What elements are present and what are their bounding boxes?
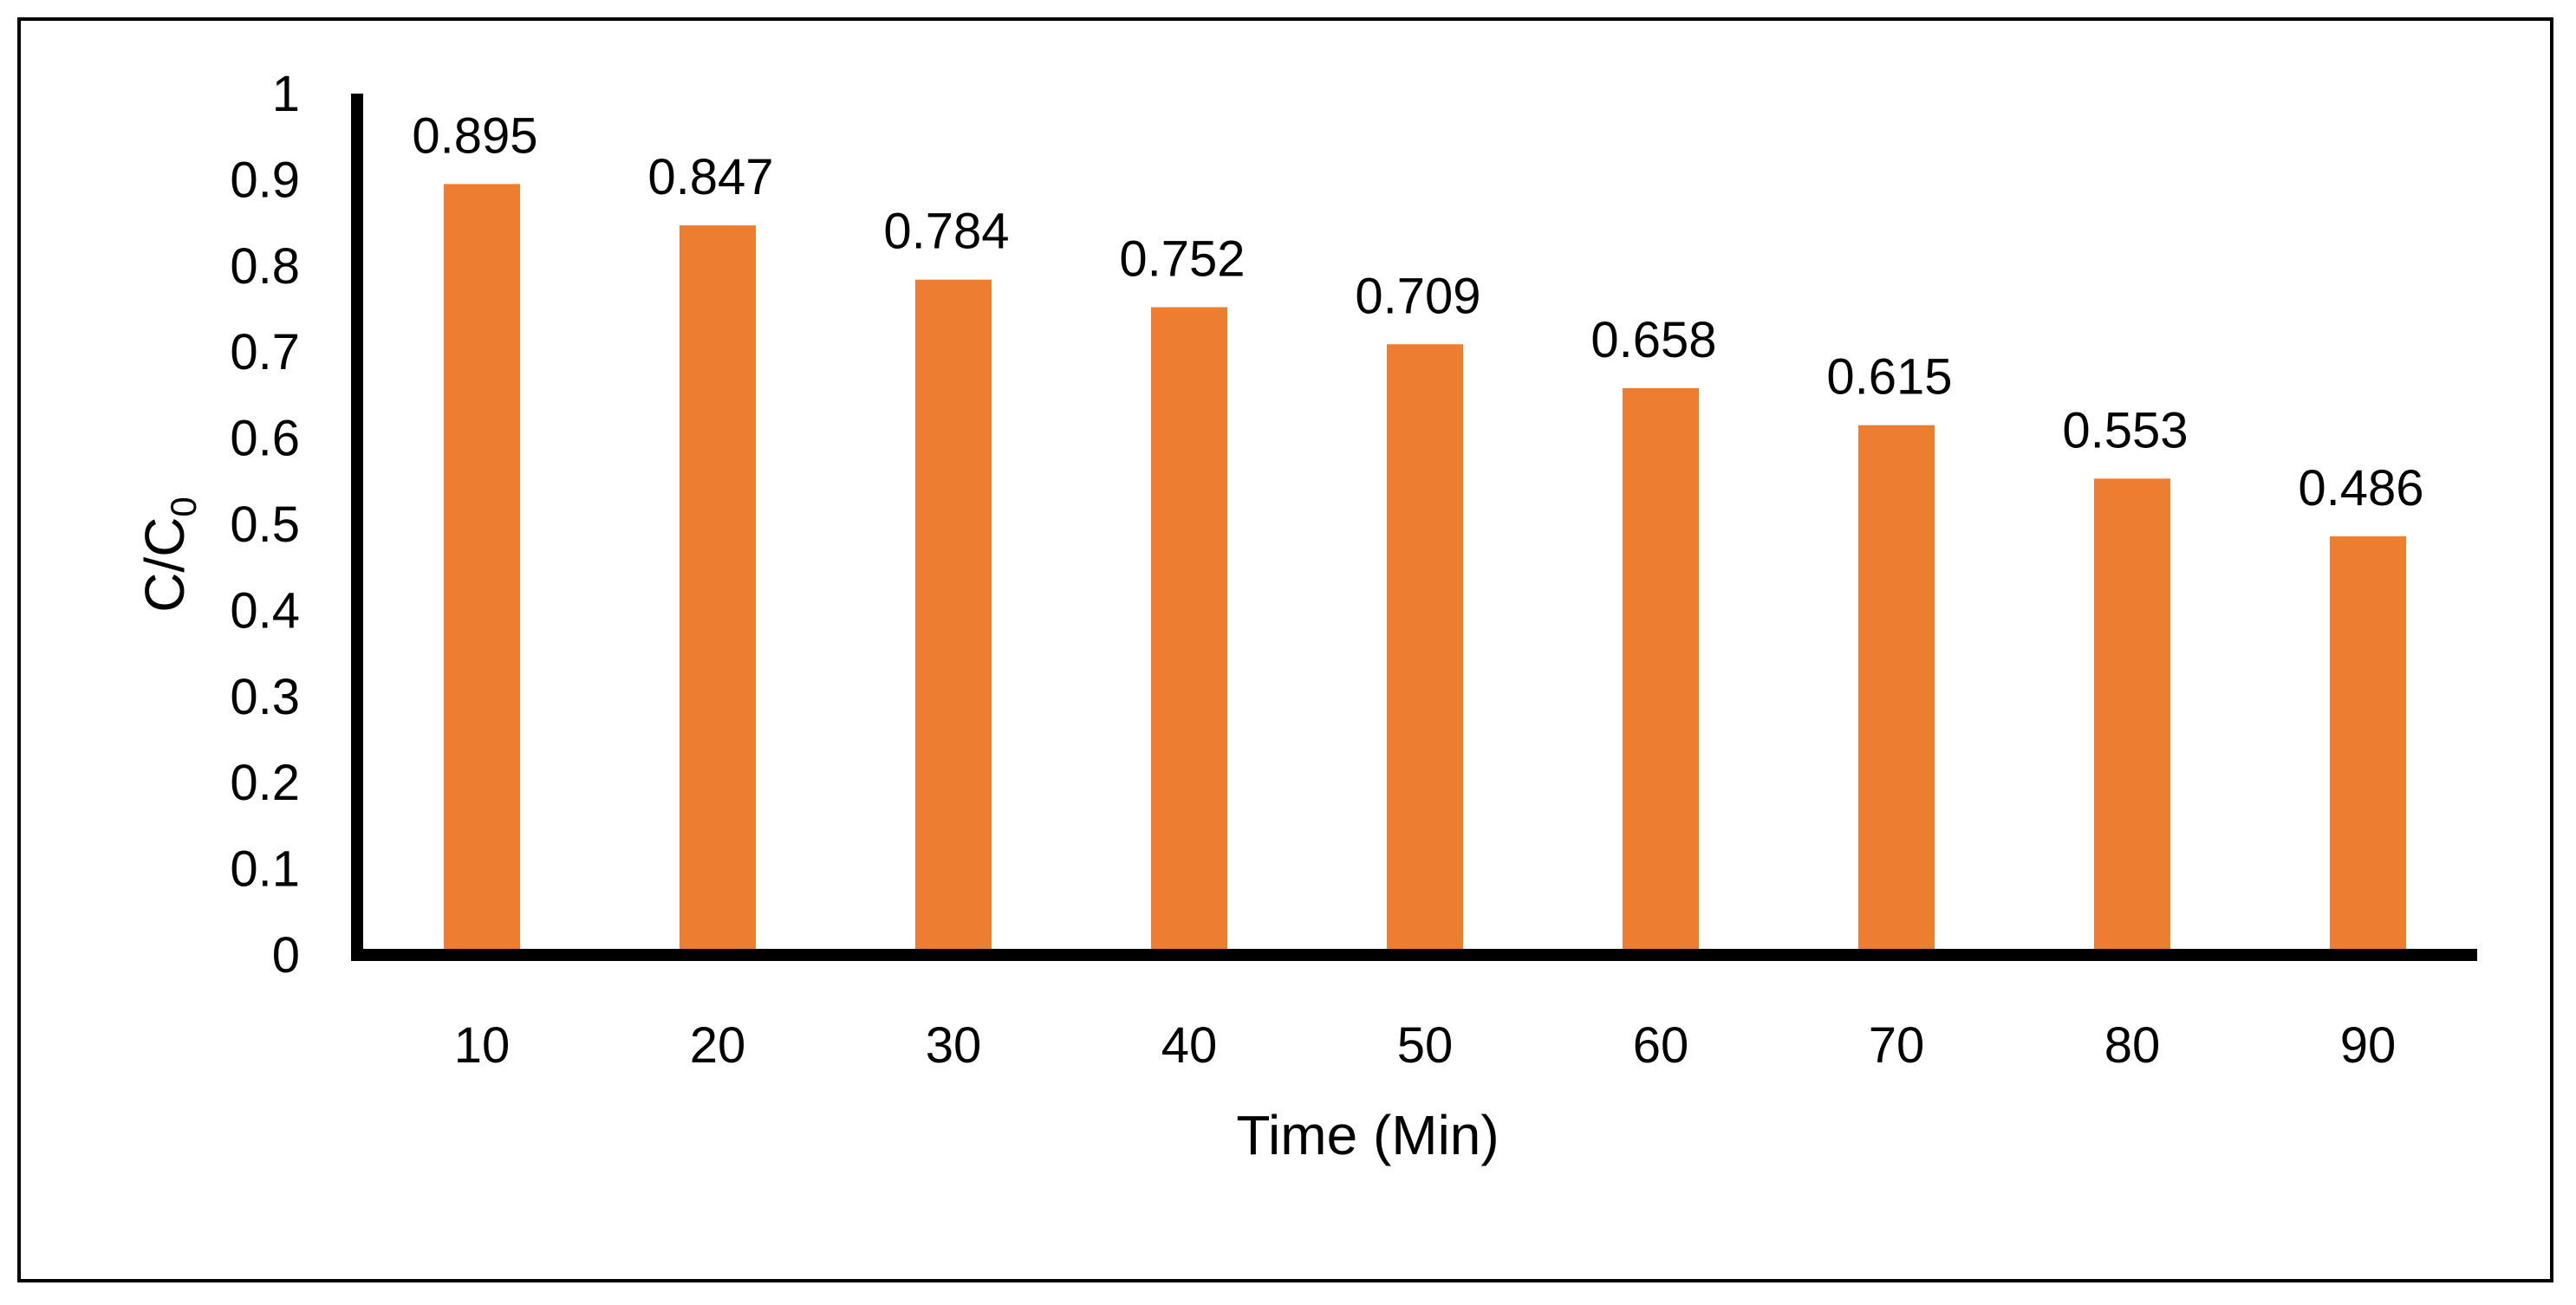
bar-30 [915, 279, 992, 956]
bar-90 [2330, 536, 2406, 955]
bar-70 [1858, 425, 1935, 955]
y-tick-label-0.3: 0.3 [230, 669, 300, 725]
x-tick-label-30: 30 [926, 1017, 982, 1074]
bars-layer [444, 184, 2406, 956]
data-label-50: 0.709 [1355, 268, 1480, 324]
x-tick-label-50: 50 [1397, 1017, 1454, 1074]
data-labels-layer: 0.895 0.847 0.784 0.752 0.709 0.658 0.615 0.553… [412, 107, 2423, 516]
y-tick-label-1: 1 [272, 66, 300, 122]
y-tick-label-0.1: 0.1 [230, 841, 300, 898]
x-tick-label-40: 40 [1161, 1017, 1218, 1074]
y-axis-title: C/C0 [133, 497, 204, 613]
x-tick-label-60: 60 [1633, 1017, 1689, 1074]
y-tick-label-0.8: 0.8 [230, 238, 300, 295]
y-tick-label-0.9: 0.9 [230, 152, 300, 208]
x-tick-label-10: 10 [454, 1017, 511, 1074]
x-tick-label-90: 90 [2340, 1017, 2397, 1074]
bar-60 [1623, 387, 1699, 955]
data-label-20: 0.847 [647, 149, 773, 205]
data-label-30: 0.784 [883, 204, 1009, 260]
x-tick-labels: 10 20 30 40 50 60 70 80 90 [454, 1017, 2397, 1074]
bar-80 [2094, 478, 2170, 955]
data-label-10: 0.895 [412, 107, 537, 164]
bar-10 [444, 184, 520, 955]
data-label-70: 0.615 [1826, 349, 1952, 406]
y-tick-labels: 0 0.1 0.2 0.3 0.4 0.5 0.6 0.7 0.8 0.9 1 [230, 66, 300, 984]
y-axis-title-main: C/C [133, 517, 196, 613]
x-tick-label-80: 80 [2104, 1017, 2161, 1074]
y-tick-label-0.7: 0.7 [230, 324, 300, 380]
data-label-60: 0.658 [1590, 312, 1716, 368]
data-label-80: 0.553 [2062, 402, 2188, 458]
y-axis-title-subscript: 0 [163, 497, 204, 516]
bar-50 [1387, 344, 1463, 955]
y-tick-label-0.2: 0.2 [230, 755, 300, 811]
x-axis-title: Time (Min) [1236, 1104, 1499, 1166]
y-tick-label-0.6: 0.6 [230, 411, 300, 467]
y-tick-label-0.4: 0.4 [230, 582, 300, 639]
x-tick-label-70: 70 [1869, 1017, 1925, 1074]
data-label-90: 0.486 [2298, 460, 2423, 516]
bar-40 [1151, 307, 1227, 956]
data-label-40: 0.752 [1119, 231, 1245, 288]
y-tick-label-0.5: 0.5 [230, 497, 300, 553]
bar-20 [680, 225, 756, 955]
y-tick-label-0: 0 [272, 927, 300, 984]
x-tick-label-20: 20 [690, 1017, 746, 1074]
